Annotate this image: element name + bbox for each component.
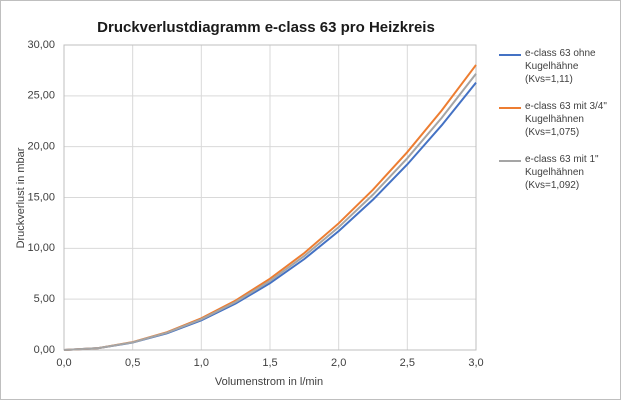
x-tick-label: 3,0 [468, 357, 483, 369]
y-tick-label: 15,00 [27, 191, 55, 203]
y-tick-label: 30,00 [27, 39, 55, 51]
y-tick-label: 10,00 [27, 242, 55, 254]
chart-title: Druckverlustdiagramm e-class 63 pro Heiz… [97, 19, 435, 36]
legend-label: e-class 63 ohne Kugelhähne (Kvs=1,11) [525, 48, 596, 85]
legend-item: e-class 63 mit 3/4" Kugelhähnen (Kvs=1,0… [499, 100, 617, 139]
legend-swatch [499, 54, 521, 56]
legend-item: e-class 63 mit 1" Kugelhähnen (Kvs=1,092… [499, 153, 617, 192]
plot-border [63, 44, 477, 351]
legend-label: e-class 63 mit 3/4" Kugelhähnen (Kvs=1,0… [525, 101, 607, 138]
series-line [63, 73, 477, 351]
y-tick-label: 0,00 [34, 344, 55, 356]
legend-item: e-class 63 ohne Kugelhähne (Kvs=1,11) [499, 47, 617, 86]
x-tick-label: 0,5 [125, 357, 140, 369]
legend-swatch [499, 160, 521, 162]
x-tick-label: 1,5 [262, 357, 277, 369]
legend: e-class 63 ohne Kugelhähne (Kvs=1,11) e-c… [499, 47, 617, 206]
x-tick-label: 2,5 [400, 357, 415, 369]
x-tick-label: 0,0 [56, 357, 71, 369]
y-tick-label: 20,00 [27, 141, 55, 153]
legend-label: e-class 63 mit 1" Kugelhähnen (Kvs=1,092… [525, 154, 599, 191]
y-tick-label: 5,00 [34, 293, 55, 305]
x-axis-title: Volumenstrom in l/min [215, 376, 323, 388]
legend-swatch [499, 107, 521, 109]
x-tick-label: 1,0 [194, 357, 209, 369]
y-tick-label: 25,00 [27, 90, 55, 102]
y-axis-title: Druckverlust in mbar [15, 147, 27, 248]
x-tick-label: 2,0 [331, 357, 346, 369]
